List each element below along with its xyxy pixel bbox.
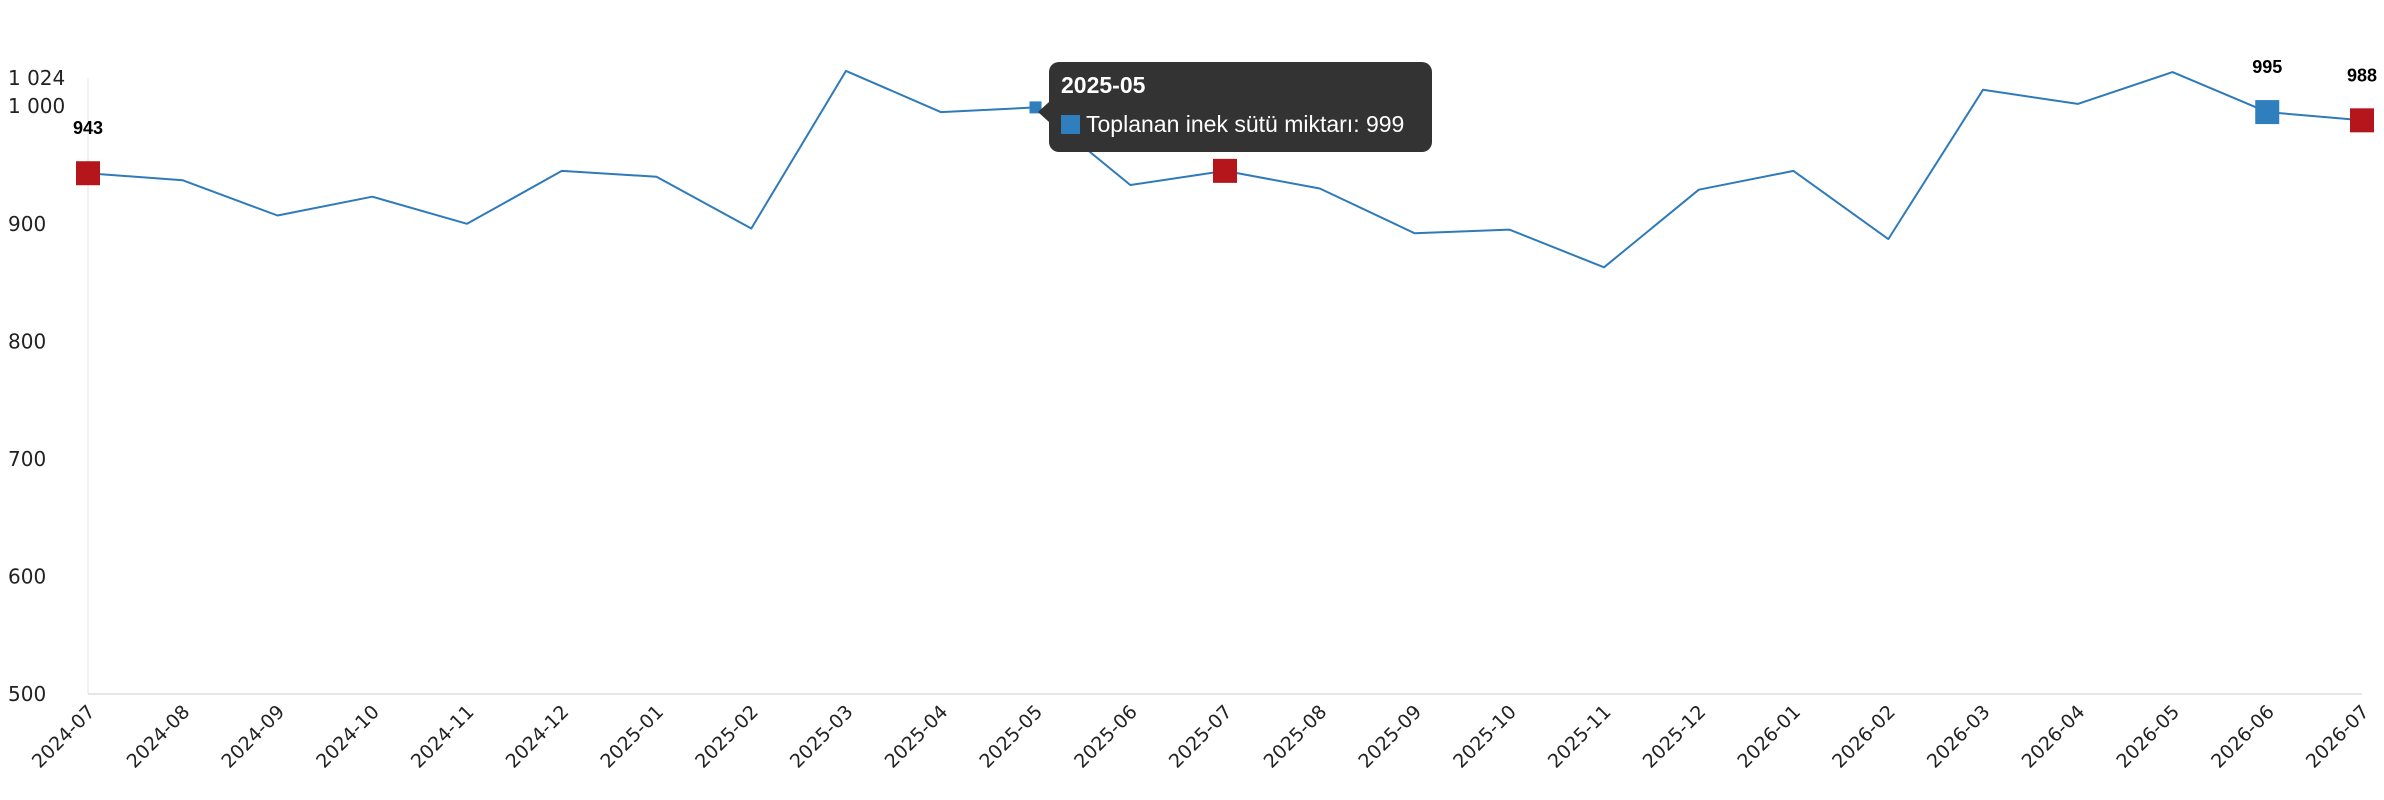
x-tick-label: 2026-03: [1923, 701, 1995, 773]
highlight-markers: [76, 100, 2374, 186]
tooltip-series-swatch: [1061, 114, 1080, 134]
x-tick-label: 2024-08: [123, 701, 195, 773]
y-tick-label: 1 024: [8, 66, 65, 90]
tooltip-row: Toplanan inek sütü miktarı: 999: [1061, 111, 1420, 137]
tooltip-pointer: [1038, 102, 1049, 122]
x-tick-label: 2025-01: [596, 701, 668, 773]
y-tick-label: 1 000: [8, 94, 65, 118]
x-axis-ticks: 2024-07 2024-08 2024-09 2024-10 2024-11 2024-…: [28, 701, 2374, 773]
x-tick-label: 2026-07: [2302, 701, 2374, 773]
x-tick-label: 2025-08: [1260, 701, 1332, 773]
highlight-point-marker[interactable]: [2255, 100, 2280, 125]
x-tick-label: 2024-10: [312, 701, 384, 773]
y-axis-ticks: 500 600 700 800 900 1 000 1 024: [8, 66, 65, 706]
x-tick-label: 2025-06: [1070, 701, 1142, 773]
y-tick-label: 800: [8, 329, 46, 353]
x-tick-label: 2024-11: [407, 701, 479, 773]
x-tick-label: 2026-01: [1733, 701, 1805, 773]
point-value-label: 943: [73, 118, 103, 138]
highlight-point-marker[interactable]: [1213, 158, 1237, 183]
x-tick-label: 2025-03: [786, 701, 858, 773]
highlight-point-marker[interactable]: [2350, 108, 2374, 133]
x-tick-label: 2026-05: [2112, 701, 2184, 773]
x-tick-label: 2025-10: [1449, 701, 1521, 773]
x-tick-label: 2025-02: [691, 701, 763, 773]
tooltip: 2025-05 Toplanan inek sütü miktarı: 999: [1038, 62, 1432, 152]
x-tick-label: 2025-05: [975, 701, 1047, 773]
y-tick-label: 700: [8, 447, 46, 471]
y-tick-label: 500: [8, 682, 46, 706]
x-tick-label: 2024-12: [502, 701, 574, 773]
x-tick-label: 2026-02: [1828, 701, 1900, 773]
x-tick-label: 2025-07: [1165, 701, 1237, 773]
x-tick-label: 2025-09: [1354, 701, 1426, 773]
x-tick-label: 2026-04: [2018, 701, 2090, 773]
x-tick-label: 2025-11: [1544, 701, 1616, 773]
y-tick-label: 600: [8, 564, 46, 588]
x-tick-label: 2025-04: [881, 701, 953, 773]
y-tick-label: 900: [8, 212, 46, 236]
x-tick-label: 2024-07: [28, 701, 100, 773]
point-value-label: 995: [2252, 57, 2282, 77]
x-tick-label: 2025-12: [1639, 701, 1711, 773]
tooltip-series-text: Toplanan inek sütü miktarı: 999: [1086, 111, 1405, 137]
tooltip-title: 2025-05: [1061, 72, 1146, 98]
point-value-label: 988: [2347, 65, 2377, 85]
x-tick-label: 2024-09: [217, 701, 289, 773]
x-tick-label: 2026-06: [2207, 701, 2279, 773]
highlight-point-marker[interactable]: [76, 161, 100, 186]
